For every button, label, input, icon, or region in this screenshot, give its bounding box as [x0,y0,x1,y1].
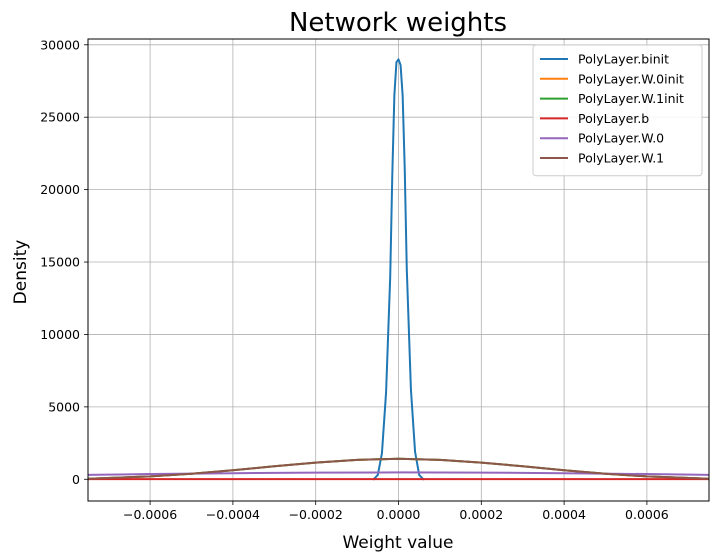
x-tick-label: 0.0002 [459,507,503,522]
y-tick-label: 15000 [40,255,80,270]
y-tick-label: 0 [72,472,80,487]
y-tick-label: 5000 [48,399,80,414]
legend-label: PolyLayer.binit [578,52,669,67]
series-line-0 [372,58,425,481]
chart-title: Network weights [289,8,507,38]
legend-label: PolyLayer.W.0init [578,71,684,86]
legend-label: PolyLayer.b [578,111,649,126]
y-tick-label: 25000 [40,110,80,125]
y-tick-label: 10000 [40,327,80,342]
x-tick-label: 0.0000 [377,507,421,522]
y-tick-label: 30000 [40,37,80,52]
x-tick-label: 0.0006 [625,507,669,522]
x-axis-title: Weight value [342,533,453,553]
legend-label: PolyLayer.W.1init [578,91,684,106]
legend-label: PolyLayer.W.0 [578,131,664,146]
legend-box [532,44,703,177]
legend: PolyLayer.binit PolyLayer.W.0init PolyLaye… [532,44,703,177]
x-tick-label: 0.0004 [542,507,586,522]
series-lines [88,58,709,481]
x-tick-label: −0.0002 [289,507,343,522]
x-tick-label: −0.0006 [123,507,177,522]
y-axis-ticks: 0 5000 10000 15000 20000 25000 30000 [40,37,88,487]
x-axis-ticks: −0.0006 −0.0004 −0.0002 0.0000 0.0002 0.0004 0… [123,501,669,522]
x-tick-label: −0.0004 [206,507,260,522]
y-tick-label: 20000 [40,182,80,197]
series-line-5 [88,457,709,480]
y-axis-title: Density [11,240,31,305]
legend-label: PolyLayer.W.1 [578,151,664,166]
